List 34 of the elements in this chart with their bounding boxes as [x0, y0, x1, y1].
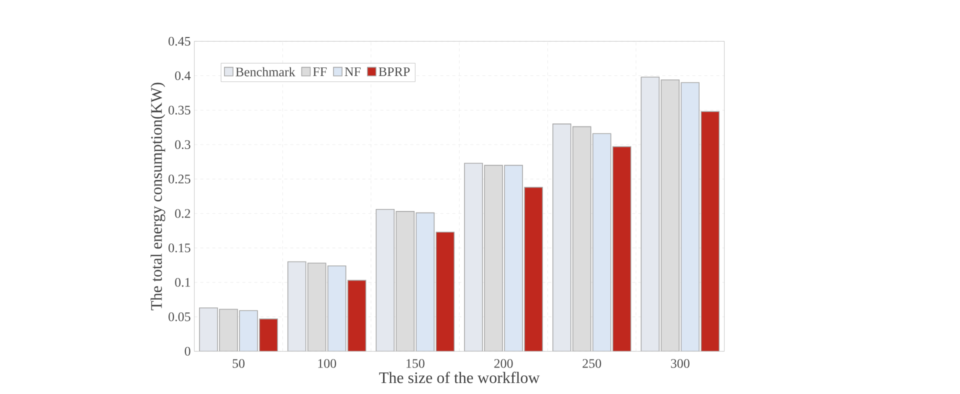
y-tick-label: 0.25: [168, 174, 190, 184]
x-axis-title: The size of the workflow: [379, 372, 540, 384]
bar: [504, 165, 523, 352]
bar: [612, 146, 631, 352]
y-tick-label: 0.2: [175, 209, 190, 218]
y-tick-label: 0.45: [168, 36, 190, 46]
bar: [592, 134, 611, 352]
y-tick-label: 0.4: [175, 71, 191, 80]
y-tick-label: 0.3: [175, 140, 190, 150]
y-tick-label: 0.15: [168, 244, 190, 252]
legend-label: NF: [344, 67, 361, 76]
bar: [416, 212, 434, 352]
x-tick-label: 200: [494, 359, 513, 368]
bar: [700, 111, 720, 352]
x-tick-label: 250: [582, 359, 602, 368]
x-tick-label: 50: [232, 359, 245, 368]
bar: [436, 232, 454, 352]
bar: [524, 187, 543, 352]
bar: [240, 310, 258, 352]
bar: [680, 82, 700, 352]
legend-label: Benchmark: [236, 67, 296, 76]
bar: [328, 266, 346, 352]
x-tick-label: 300: [671, 359, 690, 368]
legend-label: BPRP: [378, 67, 410, 76]
bar: [260, 318, 278, 352]
bar: [348, 280, 366, 352]
y-tick-label: 0.35: [168, 106, 190, 115]
x-tick-label: 150: [406, 359, 424, 368]
y-tick-label: 0: [184, 346, 190, 356]
y-tick-label: 0.1: [175, 278, 190, 287]
legend-label: FF: [313, 67, 327, 76]
x-tick-label: 100: [318, 359, 336, 368]
y-tick-label: 0.05: [168, 312, 190, 322]
y-axis-title: The total energy consumption(KW): [150, 82, 166, 310]
